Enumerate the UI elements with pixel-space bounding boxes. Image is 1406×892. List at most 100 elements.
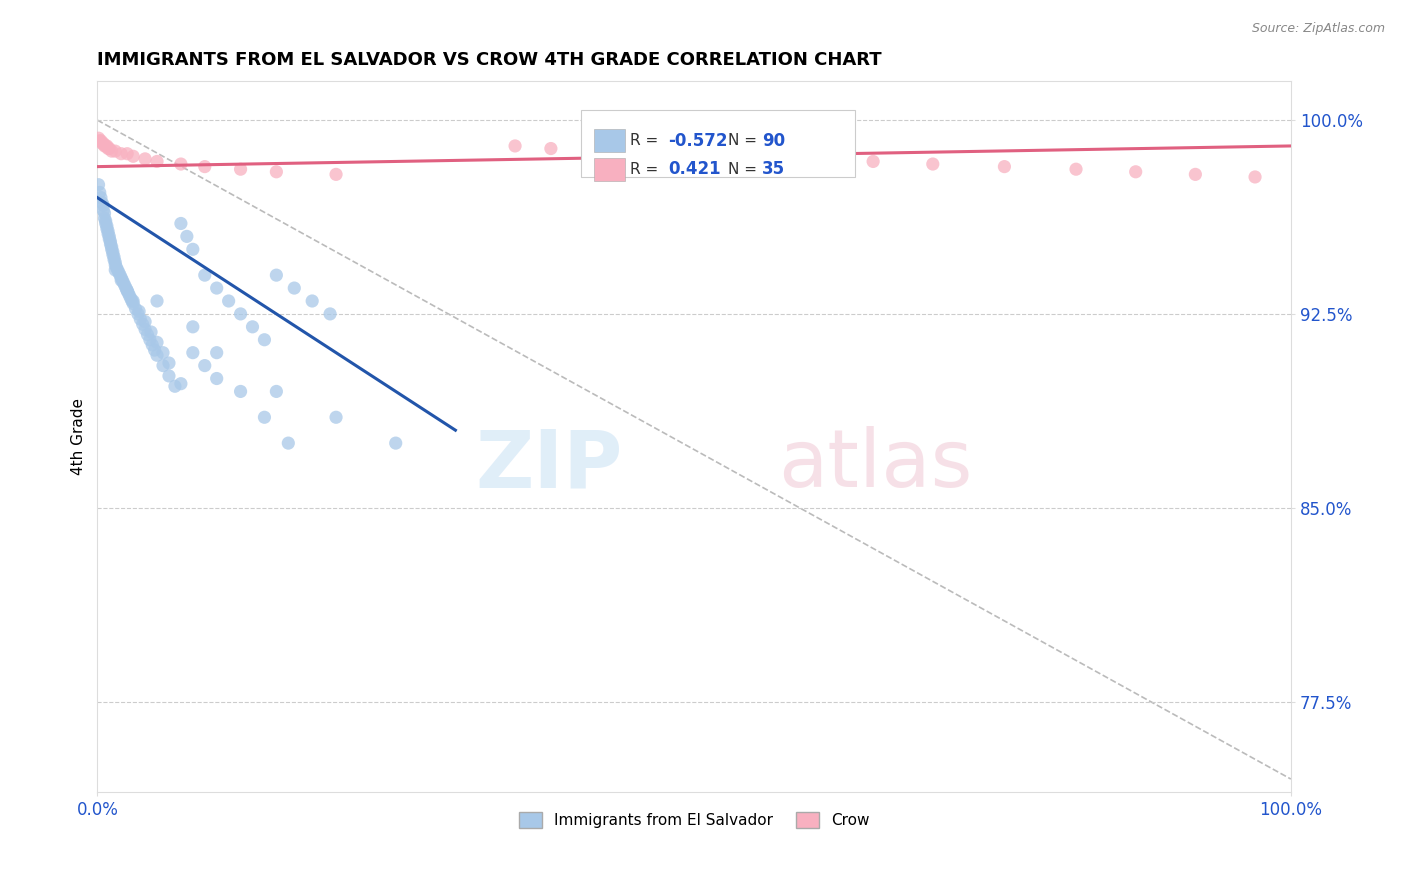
Point xyxy=(89,186,111,200)
Point xyxy=(97,224,120,238)
Point xyxy=(253,333,276,347)
Point xyxy=(93,211,115,226)
Point xyxy=(87,131,110,145)
Point xyxy=(98,229,121,244)
Point xyxy=(146,154,169,169)
Point xyxy=(283,281,305,295)
Point xyxy=(152,359,174,373)
Point xyxy=(325,167,347,181)
Point xyxy=(1244,169,1267,184)
Point xyxy=(718,149,741,163)
Point xyxy=(205,371,228,385)
Point xyxy=(157,356,180,370)
Point xyxy=(110,146,132,161)
Text: R =: R = xyxy=(630,133,662,148)
Point xyxy=(319,307,342,321)
Point xyxy=(91,198,114,212)
FancyBboxPatch shape xyxy=(581,110,855,178)
Point xyxy=(540,142,562,156)
Point xyxy=(100,235,122,249)
Text: 0.421: 0.421 xyxy=(668,161,720,178)
Point xyxy=(266,384,288,399)
Point xyxy=(128,304,150,318)
Point xyxy=(194,268,217,282)
Text: 90: 90 xyxy=(762,131,786,150)
Point xyxy=(266,268,288,282)
Point xyxy=(108,268,131,282)
Point xyxy=(110,273,132,287)
Point xyxy=(301,293,323,308)
Point xyxy=(118,289,141,303)
Point xyxy=(96,139,118,153)
Point xyxy=(120,292,142,306)
Point xyxy=(104,263,127,277)
Point xyxy=(100,242,122,256)
Point xyxy=(101,247,124,261)
Point xyxy=(253,410,276,425)
Text: atlas: atlas xyxy=(778,426,972,504)
FancyBboxPatch shape xyxy=(593,129,624,152)
Point xyxy=(170,376,193,391)
Point xyxy=(100,144,122,158)
Point xyxy=(384,436,406,450)
Point xyxy=(134,322,156,336)
Point xyxy=(136,327,159,342)
Point xyxy=(503,139,526,153)
Point xyxy=(129,312,152,326)
Point xyxy=(127,307,149,321)
Point xyxy=(94,139,117,153)
Point xyxy=(277,436,299,450)
Point xyxy=(229,384,252,399)
Point xyxy=(229,307,252,321)
Point xyxy=(921,157,943,171)
Point xyxy=(104,144,127,158)
Point xyxy=(91,195,114,210)
Point xyxy=(325,410,347,425)
Point xyxy=(105,260,128,275)
Point xyxy=(1184,167,1206,181)
Text: N =: N = xyxy=(727,161,756,177)
Point xyxy=(242,319,264,334)
Point xyxy=(266,165,288,179)
Point xyxy=(94,214,117,228)
Point xyxy=(100,237,122,252)
Point xyxy=(134,315,156,329)
Point xyxy=(1064,162,1087,177)
Point xyxy=(94,217,117,231)
Point xyxy=(98,142,121,156)
Text: N =: N = xyxy=(727,133,756,148)
Legend: Immigrants from El Salvador, Crow: Immigrants from El Salvador, Crow xyxy=(513,805,876,834)
Point xyxy=(89,134,111,148)
Point xyxy=(110,270,132,285)
Text: ZIP: ZIP xyxy=(475,426,623,504)
Point xyxy=(98,232,121,246)
Y-axis label: 4th Grade: 4th Grade xyxy=(72,398,86,475)
Point xyxy=(96,221,118,235)
Point xyxy=(229,162,252,177)
Point xyxy=(103,250,125,264)
Point xyxy=(101,244,124,259)
Point xyxy=(103,252,125,267)
Point xyxy=(176,229,198,244)
Point xyxy=(803,152,825,166)
Point xyxy=(121,293,143,308)
Point xyxy=(146,335,169,350)
Point xyxy=(157,368,180,383)
Point xyxy=(163,379,186,393)
Point xyxy=(647,146,669,161)
Point xyxy=(205,345,228,359)
Point xyxy=(117,286,139,301)
Point xyxy=(181,319,204,334)
Point xyxy=(90,191,112,205)
Point xyxy=(91,203,114,218)
FancyBboxPatch shape xyxy=(593,158,624,180)
Point xyxy=(181,242,204,256)
Point xyxy=(124,301,146,316)
Point xyxy=(194,359,217,373)
Point xyxy=(139,333,162,347)
Point xyxy=(114,278,136,293)
Point xyxy=(115,284,138,298)
Point xyxy=(134,152,156,166)
Point xyxy=(218,293,240,308)
Point xyxy=(194,160,217,174)
